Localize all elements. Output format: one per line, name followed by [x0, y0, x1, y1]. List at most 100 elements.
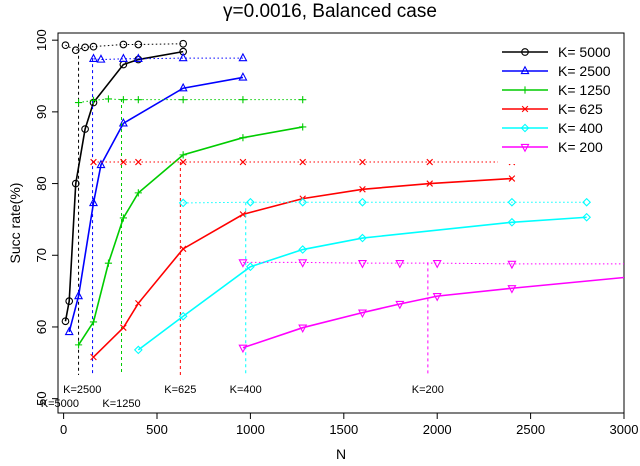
data-point	[507, 285, 517, 294]
y-axis-label: Succ rate(%)	[7, 183, 23, 264]
reference-marker	[426, 158, 433, 166]
data-point	[358, 233, 367, 243]
legend-marker	[520, 143, 530, 153]
y-tick-label: 90	[34, 105, 49, 119]
y-tick-label: 50	[34, 391, 49, 405]
data-point	[90, 353, 97, 361]
series-reference-line	[78, 98, 303, 104]
y-axis-ticks: 50 60 70 80 90 100	[34, 29, 58, 406]
series-reference-line	[242, 261, 624, 265]
reference-marker	[120, 158, 127, 166]
x-tick-label: 2000	[423, 422, 452, 437]
data-point	[359, 186, 366, 193]
data-point	[104, 259, 113, 267]
reference-marker	[507, 260, 517, 270]
data-point	[426, 180, 433, 187]
reference-marker	[238, 52, 248, 62]
data-point	[178, 82, 188, 92]
data-point	[178, 311, 188, 321]
data-point	[239, 134, 247, 142]
reference-marker	[178, 52, 188, 62]
reference-marker	[119, 96, 127, 104]
reference-marker	[432, 260, 442, 269]
y-tick-label: 100	[34, 29, 49, 51]
data-point	[134, 55, 143, 64]
reference-marker	[61, 41, 70, 50]
data-point	[395, 300, 405, 310]
x-axis-label: N	[336, 446, 346, 462]
data-point	[298, 324, 308, 334]
y-tick-label: 60	[34, 320, 49, 334]
data-point	[135, 300, 142, 307]
reference-marker	[238, 259, 248, 268]
legend-entry: K= 1250	[502, 82, 611, 98]
reference-marker	[71, 46, 80, 55]
data-point	[582, 212, 592, 222]
legend-entry: K= 5000	[502, 44, 611, 60]
series-line	[137, 216, 587, 351]
reference-marker	[104, 95, 113, 103]
data-point	[239, 211, 247, 218]
x-tick-label: 500	[146, 422, 168, 437]
data-point	[432, 292, 442, 302]
legend-marker	[521, 86, 529, 94]
data-point	[64, 326, 74, 336]
reference-marker	[179, 158, 187, 166]
reference-marker	[178, 198, 188, 208]
reference-marker	[134, 96, 142, 104]
reference-marker	[118, 53, 128, 62]
series-line	[64, 50, 184, 322]
x-tick-label: 1500	[329, 422, 358, 437]
k-annotation: K=400	[230, 384, 262, 396]
x-tick-label: 3000	[610, 422, 639, 437]
reference-marker	[81, 43, 89, 52]
data-point	[65, 297, 74, 306]
k-annotation: K=2500	[63, 384, 101, 396]
series-5	[133, 197, 592, 375]
legend-box	[498, 42, 620, 164]
k-annotation: K=200	[412, 384, 444, 396]
data-point	[246, 262, 255, 272]
chart-title: γ=0.0016, Balanced case	[223, 1, 437, 22]
y-tick-label: 80	[34, 176, 49, 190]
x-tick-label: 1000	[236, 422, 265, 437]
data-point	[74, 341, 83, 349]
y-tick-label: 70	[34, 248, 49, 262]
reference-marker	[239, 96, 247, 104]
series-line	[77, 126, 303, 346]
reference-marker	[239, 158, 247, 166]
data-point	[238, 72, 248, 81]
data-point	[508, 175, 516, 182]
reference-marker	[298, 259, 308, 268]
data-point	[298, 245, 308, 254]
reference-marker	[298, 197, 308, 207]
plot-frame	[57, 32, 625, 414]
legend-entry: K= 625	[502, 101, 603, 117]
reference-marker	[96, 54, 106, 63]
k-annotation: K=1250	[102, 398, 140, 410]
reference-marker	[179, 96, 187, 104]
series-layer	[61, 39, 625, 375]
legend-label: K= 5000	[558, 44, 611, 60]
reference-marker	[90, 158, 97, 166]
legend-marker	[521, 105, 529, 113]
data-point	[357, 309, 367, 318]
k-annotation: K=625	[164, 384, 196, 396]
legend-label: K= 2500	[558, 63, 611, 79]
data-point	[133, 345, 143, 355]
reference-marker	[133, 53, 143, 62]
reference-marker	[395, 260, 405, 269]
series-line	[242, 276, 625, 349]
reference-marker	[119, 40, 128, 49]
data-point	[507, 217, 517, 227]
data-point	[96, 159, 106, 169]
series-line	[68, 76, 244, 333]
legend-marker	[521, 48, 529, 56]
reference-marker	[179, 39, 188, 48]
data-point	[89, 318, 98, 326]
annotations: K=2500 K=625 K=400 K=200 K=5000 K=1250	[41, 384, 444, 410]
legend-label: K= 1250	[558, 82, 611, 98]
data-point	[118, 117, 128, 127]
reference-marker	[246, 197, 255, 207]
